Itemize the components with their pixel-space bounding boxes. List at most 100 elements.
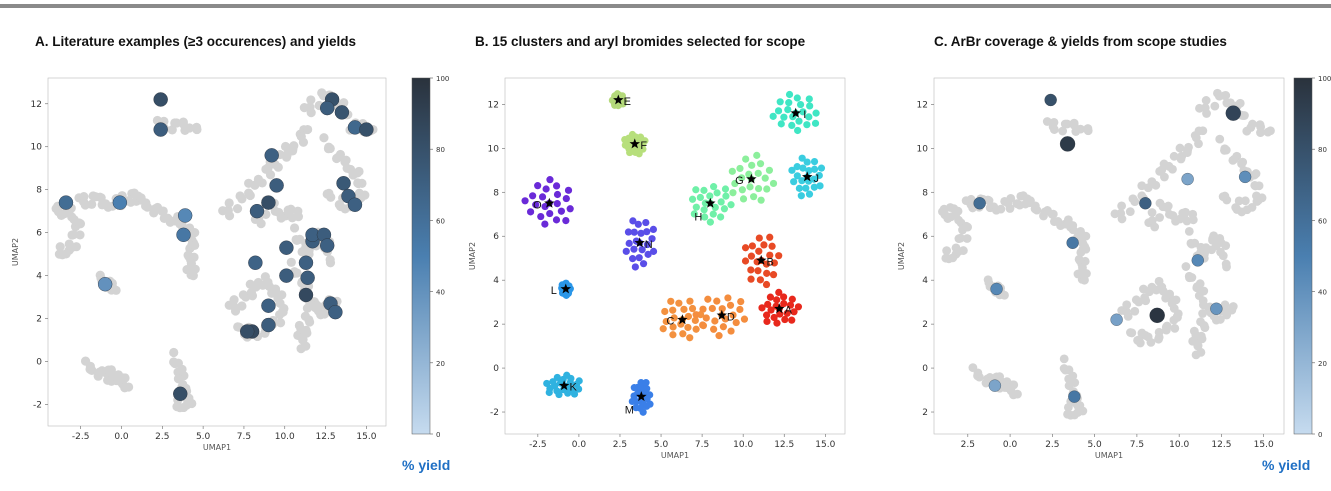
c-background-point — [1215, 233, 1225, 243]
a-yield-point — [153, 92, 168, 107]
c-background-point — [991, 205, 1001, 215]
c-yield-point — [990, 282, 1003, 296]
b-selected-star — [746, 173, 757, 184]
b-cluster-point — [780, 293, 788, 301]
b-cluster-point — [764, 300, 772, 308]
b-cluster-point — [783, 309, 791, 317]
b-cluster-point — [727, 327, 735, 335]
b-cluster-point — [724, 294, 732, 302]
c-xtick-label: 2.5 — [961, 440, 975, 450]
b-cluster-point — [790, 178, 798, 186]
b-cluster-point — [669, 306, 677, 314]
c-background-point — [1069, 118, 1079, 128]
c-background-point — [954, 247, 963, 256]
a-background-point — [325, 258, 336, 268]
c-background-point — [1184, 226, 1194, 236]
b-selected-star — [774, 303, 785, 314]
c-background-point — [1266, 126, 1275, 136]
b-cluster-point — [630, 245, 638, 253]
b-ytick-label: 4 — [493, 276, 499, 286]
c-background-point — [1042, 117, 1052, 126]
b-cluster-point — [701, 199, 710, 207]
a-yield-point — [298, 287, 314, 303]
b-cluster-point — [718, 305, 726, 313]
b-cluster-point — [711, 317, 719, 325]
b-cluster-point — [546, 209, 554, 218]
c-xtick-label: 2.5 — [1045, 440, 1059, 450]
b-selected-star — [756, 254, 767, 265]
a-xtick-label: 12.5 — [316, 432, 336, 442]
b-cluster-point — [696, 193, 704, 202]
a-background-point — [85, 361, 95, 371]
b-cluster-point — [736, 164, 744, 173]
a-background-point — [305, 317, 315, 327]
a-background-point — [340, 157, 350, 167]
a-background-point — [169, 357, 179, 367]
b-cluster-point — [754, 169, 762, 177]
a-background-point — [281, 152, 292, 162]
b-cluster-point — [784, 105, 792, 114]
b-cluster-point — [805, 190, 814, 198]
b-selected-star — [716, 309, 727, 320]
b-cluster-point — [632, 404, 640, 412]
c-ytick-label: 10 — [917, 144, 929, 154]
a-background-point — [312, 300, 322, 310]
b-cluster-point — [715, 332, 723, 340]
c-background-point — [1147, 177, 1157, 187]
b-cluster-point — [780, 300, 788, 308]
a-colorbar-label: 0 — [436, 431, 440, 439]
a-background-point — [188, 271, 198, 281]
a-ytick-label: 6 — [36, 229, 42, 239]
c-background-point — [1218, 192, 1228, 202]
c-background-point — [1002, 383, 1012, 392]
b-cluster-point — [639, 260, 648, 268]
c-background-point — [1040, 207, 1050, 217]
b-xtick-label: 10.0 — [733, 440, 753, 450]
b-cluster-point — [621, 141, 629, 149]
b-cluster-point — [646, 391, 654, 399]
c-background-point — [1172, 312, 1182, 322]
b-cluster-point — [555, 390, 563, 399]
a-background-point — [141, 198, 151, 208]
b-cluster-point — [629, 255, 637, 263]
b-cluster-label: M — [625, 405, 634, 417]
a-colorbar-label: 80 — [436, 146, 445, 154]
b-cluster-point — [757, 196, 765, 204]
b-cluster-label: J — [813, 173, 819, 185]
c-background-point — [1058, 126, 1068, 136]
b-cluster-point — [726, 301, 735, 309]
c-background-point — [1211, 315, 1221, 325]
a-background-point — [54, 249, 65, 259]
c-yield-point — [988, 379, 1002, 392]
c-background-point — [1240, 196, 1250, 206]
b-cluster-point — [708, 304, 716, 313]
b-selected-star — [560, 283, 571, 294]
b-cluster-point — [740, 315, 749, 323]
b-cluster-point — [641, 137, 649, 145]
a-background-point — [169, 347, 179, 358]
c-yield-point — [973, 197, 986, 210]
b-cluster-point — [691, 316, 699, 325]
b-cluster-point — [532, 201, 540, 209]
b-cluster-point — [537, 212, 545, 221]
a-xtick-label: 10.0 — [275, 432, 295, 442]
c-background-point — [1122, 300, 1132, 310]
panel-b-title: B. 15 clusters and aryl bromides selecte… — [475, 34, 806, 49]
b-cluster-point — [635, 150, 643, 158]
yield-label-a: % yield — [402, 457, 451, 473]
a-background-point — [303, 124, 313, 135]
c-background-point — [1161, 325, 1171, 335]
b-cluster-point — [788, 166, 796, 174]
yield-label-c: % yield — [1262, 457, 1311, 473]
b-cluster-point — [557, 207, 565, 215]
a-colorbar — [411, 77, 431, 435]
b-cluster-point — [815, 171, 823, 180]
b-cluster-point — [803, 121, 811, 129]
c-background-point — [1147, 282, 1157, 292]
b-cluster-point — [541, 220, 549, 228]
a-background-point — [184, 264, 195, 274]
a-ytick-label: 2 — [36, 315, 42, 325]
a-background-point — [280, 141, 291, 152]
a-background-point — [297, 247, 307, 257]
b-cluster-point — [552, 182, 561, 190]
